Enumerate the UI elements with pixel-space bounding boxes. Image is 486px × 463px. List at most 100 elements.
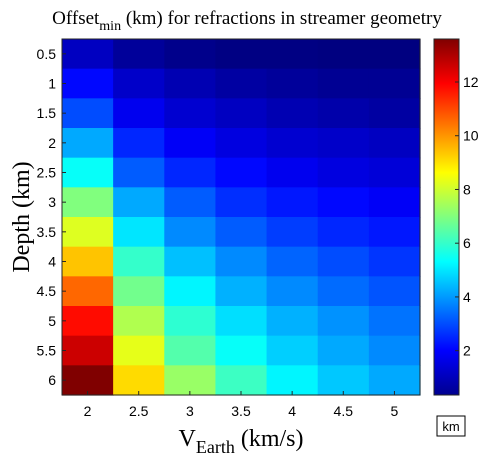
heatmap-cell <box>164 335 217 366</box>
heatmap-cell <box>266 98 319 129</box>
heatmap-cell <box>215 365 268 396</box>
heatmap-cell <box>368 187 421 218</box>
heatmap-cell <box>266 187 319 218</box>
heatmap-cell <box>164 68 217 99</box>
heatmap-cell <box>113 187 165 218</box>
heatmap-cell <box>317 187 370 218</box>
heatmap-cell <box>266 217 319 248</box>
chart-title-subscript: min <box>99 19 121 34</box>
y-axis-label: Depth (km) <box>9 161 35 272</box>
heatmap-cell <box>62 365 114 396</box>
y-axis-ticks: 0.5 1 1.5 2 2.5 3 3.5 4 4.5 5 5.5 6 <box>37 46 66 388</box>
heatmap-cell <box>266 68 319 99</box>
heatmap-cell <box>266 157 319 188</box>
heatmap-cell <box>113 365 165 396</box>
x-axis-ticks: 2 2.5 3 3.5 4 4.5 5 <box>84 391 399 419</box>
heatmap-cells <box>62 39 421 396</box>
heatmap-cell <box>164 306 217 337</box>
colorbar-unit-label: km <box>442 419 459 434</box>
x-tick-label: 2 <box>84 403 92 419</box>
x-tick-label: 3 <box>186 403 194 419</box>
heatmap-cell <box>164 98 217 129</box>
heatmap-cell <box>368 276 421 307</box>
heatmap-cell <box>368 306 421 337</box>
heatmap-cell <box>164 39 217 70</box>
x-tick-label: 5 <box>391 403 399 419</box>
chart-title: Offsetmin (km) for refractions in stream… <box>52 8 442 34</box>
heatmap-cell <box>266 276 319 307</box>
heatmap-cell <box>113 157 165 188</box>
heatmap-cell <box>62 306 114 337</box>
heatmap-cell <box>113 98 165 129</box>
heatmap-cell <box>215 246 268 277</box>
heatmap-cell <box>317 128 370 159</box>
heatmap-cell <box>317 68 370 99</box>
heatmap-cell <box>62 335 114 366</box>
heatmap-cell <box>368 365 421 396</box>
heatmap-cell <box>62 187 114 218</box>
y-tick-label: 1 <box>48 76 56 92</box>
colorbar-tick-label: 2 <box>463 343 471 359</box>
x-tick-label: 4.5 <box>334 403 354 419</box>
heatmap-cell <box>164 365 217 396</box>
heatmap-cell <box>215 157 268 188</box>
y-tick-label: 3.5 <box>37 224 57 240</box>
heatmap-cell <box>113 335 165 366</box>
heatmap-cell <box>113 128 165 159</box>
heatmap-cell <box>215 128 268 159</box>
x-axis-label-rest: (km/s) <box>235 426 304 452</box>
y-tick-label: 5 <box>48 313 56 329</box>
heatmap-cell <box>62 276 114 307</box>
heatmap-cell <box>215 98 268 129</box>
heatmap-cell <box>317 335 370 366</box>
y-tick-label: 3 <box>48 194 56 210</box>
x-tick-label: 3.5 <box>231 403 251 419</box>
heatmap-cell <box>317 365 370 396</box>
heatmap-cell <box>368 157 421 188</box>
chart-title-main: Offset <box>52 8 100 29</box>
heatmap-cell <box>215 335 268 366</box>
x-axis-label: VEarth (km/s) <box>179 426 304 457</box>
heatmap-cell <box>368 68 421 99</box>
y-tick-label: 4.5 <box>37 283 57 299</box>
heatmap-cell <box>317 306 370 337</box>
heatmap-cell <box>113 276 165 307</box>
x-axis-label-subscript: Earth <box>196 437 235 457</box>
heatmap-cell <box>215 306 268 337</box>
heatmap-cell <box>266 335 319 366</box>
heatmap-cell <box>164 246 217 277</box>
y-tick-label: 5.5 <box>37 343 57 359</box>
heatmap-cell <box>266 306 319 337</box>
heatmap-cell <box>113 68 165 99</box>
heatmap-cell <box>317 98 370 129</box>
y-tick-label: 1.5 <box>37 105 57 121</box>
y-tick-label: 0.5 <box>37 46 57 62</box>
x-tick-label: 2.5 <box>129 403 149 419</box>
heatmap-cell <box>215 217 268 248</box>
heatmap-cell <box>368 335 421 366</box>
heatmap-cell <box>266 246 319 277</box>
heatmap-cell <box>215 187 268 218</box>
heatmap-cell <box>215 68 268 99</box>
heatmap-cell <box>62 128 114 159</box>
heatmap-cell <box>215 39 268 70</box>
heatmap-cell <box>113 306 165 337</box>
heatmap-cell <box>266 365 319 396</box>
heatmap-cell <box>317 246 370 277</box>
colorbar-tick-label: 8 <box>463 181 471 197</box>
colorbar-unit-box <box>436 415 466 437</box>
chart-title-rest: (km) for refractions in streamer geometr… <box>121 8 442 29</box>
heatmap-cell <box>62 246 114 277</box>
colorbar-tick-label: 4 <box>463 289 471 305</box>
heatmap-cell <box>164 187 217 218</box>
heatmap-cell <box>164 157 217 188</box>
y-tick-label: 2.5 <box>37 165 57 181</box>
heatmap-cell <box>62 39 114 70</box>
heatmap-cell <box>62 98 114 129</box>
x-tick-label: 4 <box>288 403 296 419</box>
heatmap-cell <box>368 246 421 277</box>
heatmap-cell <box>113 217 165 248</box>
heatmap-cell <box>266 128 319 159</box>
colorbar <box>433 38 460 396</box>
